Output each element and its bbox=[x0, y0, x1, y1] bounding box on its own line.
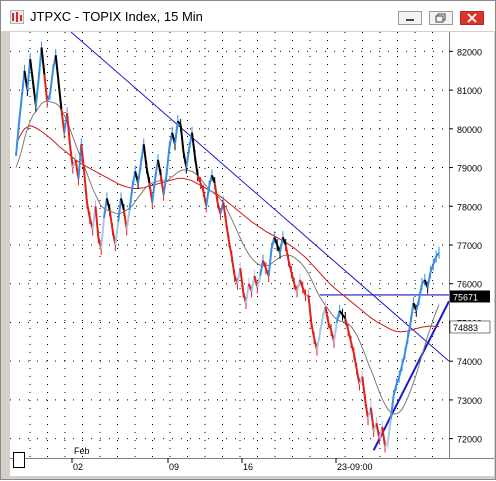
ma-price-label: 74883 bbox=[453, 323, 478, 333]
y-axis: 8200081000800007900078000770007600075000… bbox=[448, 32, 494, 458]
restore-button[interactable] bbox=[429, 11, 453, 25]
x-axis: 02 09 16 23-09:00 bbox=[10, 457, 494, 476]
title-bar[interactable]: JTPXC - TOPIX Index, 15 Min bbox=[1, 1, 495, 31]
minimize-icon bbox=[406, 19, 414, 21]
y-tick-label: 73000 bbox=[457, 396, 482, 406]
chart-app-icon bbox=[10, 10, 24, 24]
last-price-marker bbox=[450, 290, 490, 303]
close-icon bbox=[467, 13, 477, 23]
x-tick-label: 02 bbox=[73, 462, 83, 472]
y-tick-label: 77000 bbox=[457, 241, 482, 251]
ma-slow-line bbox=[15, 125, 440, 333]
y-tick-label: 81000 bbox=[457, 86, 482, 96]
trendline-down bbox=[70, 31, 450, 362]
window-title: JTPXC - TOPIX Index, 15 Min bbox=[30, 9, 203, 24]
y-tick-label: 76000 bbox=[457, 280, 482, 290]
minimize-button[interactable] bbox=[398, 11, 422, 25]
price-chart: Feb bbox=[10, 31, 450, 458]
x-month-label: Feb bbox=[74, 446, 90, 456]
y-tick-label: 82000 bbox=[457, 47, 482, 57]
y-tick-label: 72000 bbox=[457, 435, 482, 445]
y-tick-label: 80000 bbox=[457, 125, 482, 135]
x-tick-label: 16 bbox=[243, 462, 253, 472]
scroll-handle[interactable] bbox=[13, 452, 25, 468]
restore-icon bbox=[435, 13, 446, 23]
chart-plot-area[interactable]: Feb bbox=[10, 31, 450, 458]
ma-price-marker bbox=[449, 320, 491, 334]
y-tick-label: 74000 bbox=[457, 357, 482, 367]
ma-fast-line bbox=[15, 100, 440, 415]
x-axis-scale: 02 09 16 23-09:00 bbox=[10, 457, 494, 472]
y-axis-scale: 8200081000800007900078000770007600075000… bbox=[448, 32, 491, 458]
last-price-label: 75671 bbox=[453, 292, 478, 302]
x-tick-label: 23-09:00 bbox=[337, 462, 373, 472]
x-tick-label: 09 bbox=[169, 462, 179, 472]
y-tick-label: 78000 bbox=[457, 202, 482, 212]
close-button[interactable] bbox=[460, 11, 484, 25]
y-tick-label: 79000 bbox=[457, 164, 482, 174]
